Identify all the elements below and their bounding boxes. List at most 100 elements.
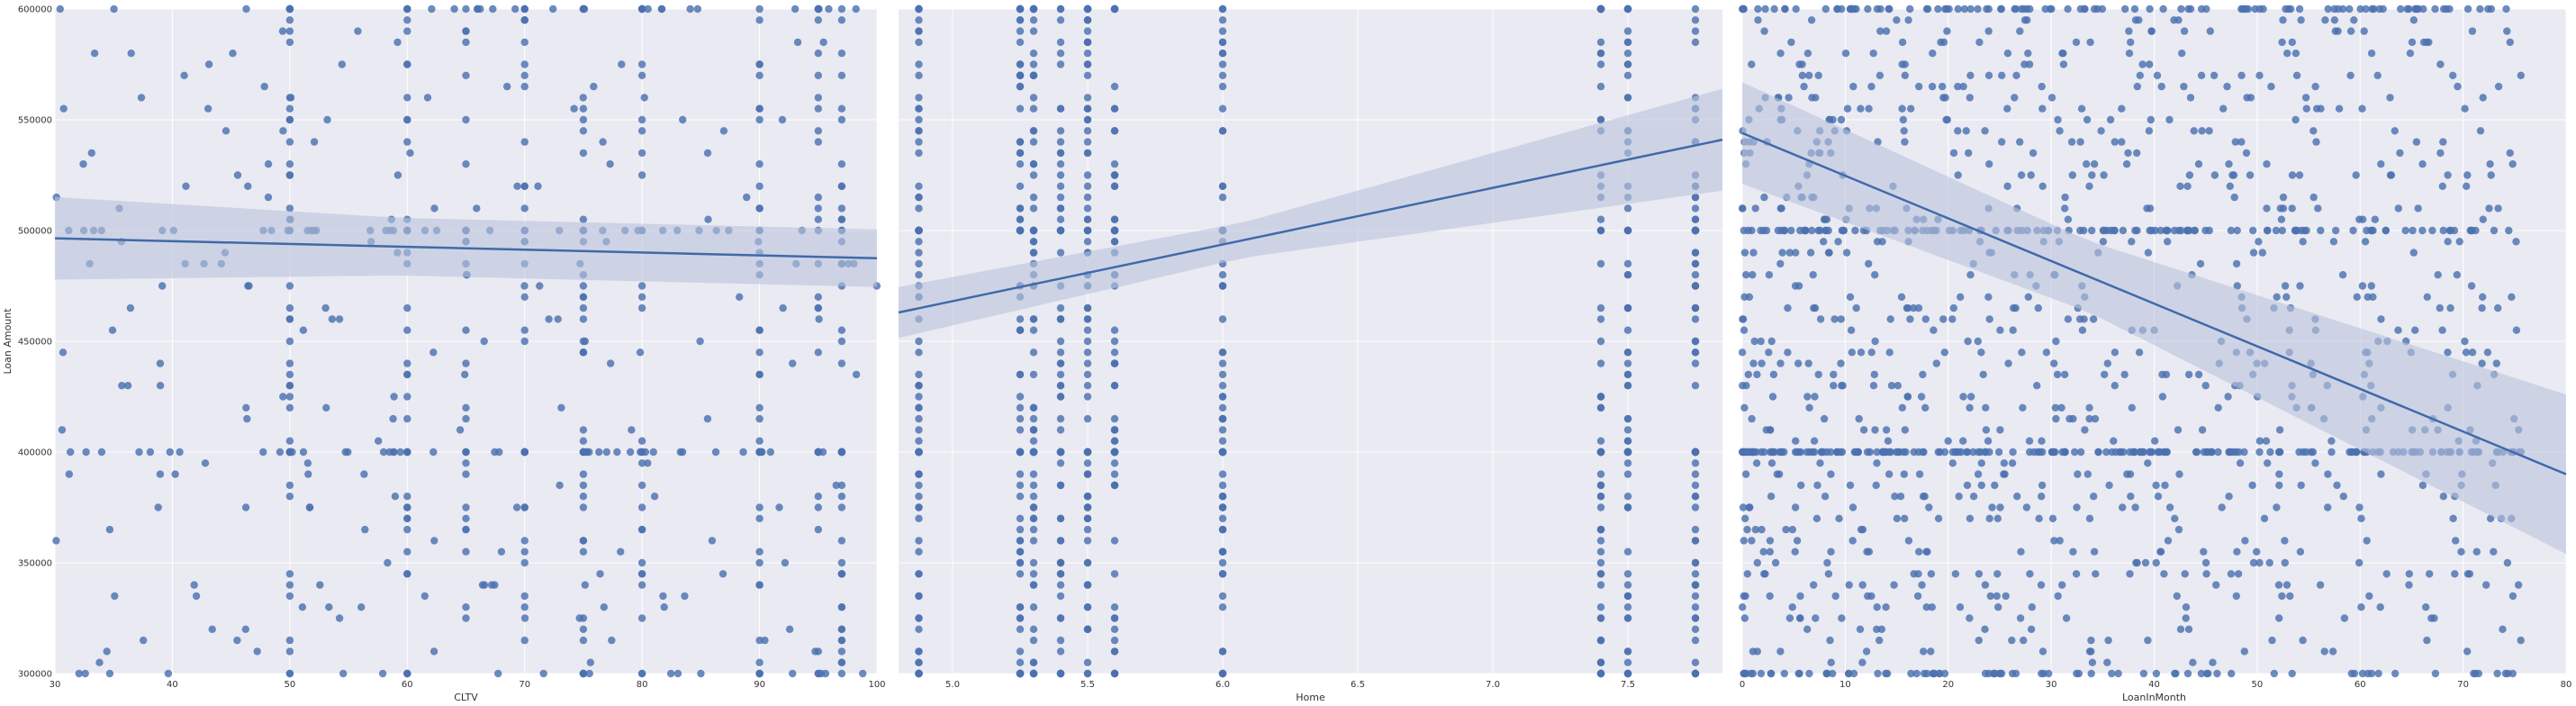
data-point <box>1894 382 1902 390</box>
data-point <box>1596 359 1605 367</box>
data-point <box>1795 60 1803 68</box>
data-point <box>1977 348 1985 357</box>
data-point <box>825 5 833 14</box>
data-point <box>2165 503 2174 511</box>
data-point <box>2198 426 2207 434</box>
data-point <box>97 448 106 457</box>
data-point <box>579 293 588 301</box>
data-point <box>755 514 764 522</box>
data-point <box>1766 548 1775 556</box>
data-point <box>1623 658 1632 666</box>
data-point <box>2156 548 2165 556</box>
data-point <box>579 115 588 124</box>
data-point <box>2361 238 2370 246</box>
data-point <box>1110 669 1119 678</box>
data-point <box>2478 303 2486 312</box>
data-point <box>1951 570 1960 578</box>
data-point <box>1029 50 1038 58</box>
data-point <box>1691 570 1700 578</box>
data-point <box>1837 359 1845 367</box>
data-point <box>298 603 307 611</box>
data-point <box>2263 160 2271 168</box>
data-point <box>2033 382 2041 390</box>
data-point <box>1218 71 1227 80</box>
data-point <box>2087 669 2095 678</box>
data-point <box>2047 448 2056 457</box>
data-point <box>697 669 705 678</box>
data-point <box>1742 271 1750 279</box>
data-point <box>1940 348 1948 357</box>
data-point <box>549 5 557 14</box>
data-point <box>403 448 411 457</box>
data-point <box>2453 271 2462 279</box>
data-point <box>1865 104 1873 113</box>
data-point <box>2100 171 2108 179</box>
data-point <box>1873 448 1881 457</box>
data-point <box>2090 493 2098 501</box>
data-point <box>2258 249 2266 257</box>
data-point <box>2219 104 2228 113</box>
data-point <box>2255 437 2264 445</box>
data-point <box>1792 249 1800 257</box>
x-tick-label: 60 <box>402 680 413 690</box>
data-point <box>2197 71 2206 80</box>
data-point <box>1918 581 1926 589</box>
data-point <box>2468 348 2477 357</box>
data-point <box>156 359 165 367</box>
data-point <box>1056 393 1065 401</box>
data-point <box>915 548 923 556</box>
data-point <box>1849 82 1857 91</box>
data-point <box>520 138 529 146</box>
data-point <box>1841 50 1850 58</box>
data-point <box>1056 448 1065 457</box>
data-point <box>637 570 646 578</box>
data-point <box>1056 636 1065 645</box>
data-point <box>1029 226 1038 235</box>
data-point <box>837 215 846 223</box>
data-point <box>2106 115 2115 124</box>
data-point <box>1691 249 1700 257</box>
data-point <box>2072 38 2081 47</box>
data-point <box>462 514 470 522</box>
data-point <box>2016 614 2025 622</box>
data-point <box>2237 71 2246 80</box>
data-point <box>2274 448 2283 457</box>
data-point <box>1110 348 1119 357</box>
data-point <box>1981 127 1989 135</box>
data-point <box>2210 71 2219 80</box>
data-point <box>2146 60 2154 68</box>
data-point <box>1757 337 1765 346</box>
data-point <box>2486 514 2495 522</box>
data-point <box>520 71 529 80</box>
data-point <box>1691 470 1700 478</box>
data-point <box>1218 193 1227 202</box>
data-point <box>1083 348 1092 357</box>
data-point <box>2281 558 2289 567</box>
data-point <box>1056 182 1065 190</box>
data-point <box>59 348 68 357</box>
data-point <box>1827 658 1835 666</box>
data-point <box>1965 149 1973 158</box>
data-point <box>915 658 923 666</box>
data-point <box>2255 448 2264 457</box>
data-point <box>1029 470 1038 478</box>
panel-1: 30 40 50 60 70 80 90 10030000035000040000045000… <box>18 5 886 704</box>
data-point <box>1867 348 1876 357</box>
data-point <box>1016 204 1025 213</box>
data-point <box>2083 160 2091 168</box>
data-point <box>2492 359 2500 367</box>
data-point <box>1016 315 1025 323</box>
data-point <box>1994 603 2002 611</box>
confidence-band <box>55 196 877 287</box>
data-point <box>1016 16 1025 24</box>
data-point <box>2270 669 2278 678</box>
data-point <box>462 414 470 423</box>
data-point <box>915 570 923 578</box>
data-point <box>2038 104 2047 113</box>
data-point <box>644 5 652 14</box>
data-point <box>641 448 649 457</box>
x-axis-label: CLTV <box>454 692 478 703</box>
data-point <box>579 426 588 434</box>
data-point <box>1766 537 1775 545</box>
